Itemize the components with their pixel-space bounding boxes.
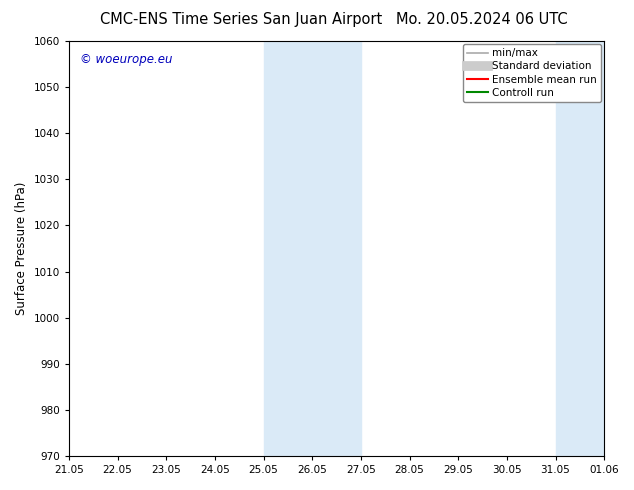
Bar [555, 41, 604, 456]
Bar [264, 41, 361, 456]
Legend: min/max, Standard deviation, Ensemble mean run, Controll run: min/max, Standard deviation, Ensemble me… [463, 44, 601, 102]
Text: Mo. 20.05.2024 06 UTC: Mo. 20.05.2024 06 UTC [396, 12, 567, 27]
Y-axis label: Surface Pressure (hPa): Surface Pressure (hPa) [15, 182, 28, 315]
Text: CMC-ENS Time Series San Juan Airport: CMC-ENS Time Series San Juan Airport [100, 12, 382, 27]
Text: © woeurope.eu: © woeurope.eu [79, 53, 172, 67]
